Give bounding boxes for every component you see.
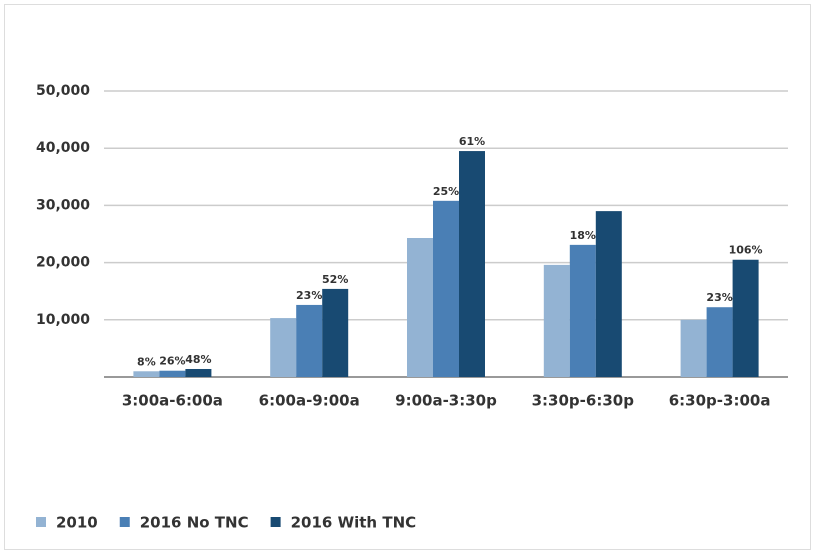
- y-tick-label: 50,000: [36, 83, 90, 99]
- y-tick-label: 30,000: [36, 197, 90, 213]
- y-tick-label: 10,000: [36, 312, 90, 328]
- bar-annotation: 26%: [159, 355, 185, 368]
- bar: [569, 244, 596, 377]
- bar: [433, 200, 459, 377]
- bar: [296, 304, 323, 377]
- y-tick-label: 20,000: [36, 255, 90, 271]
- bar: [680, 319, 707, 377]
- bar: [185, 368, 212, 377]
- legend-swatch: [36, 517, 46, 527]
- bar-annotation: 52%: [322, 273, 348, 286]
- bar-annotation: 106%: [729, 244, 763, 257]
- x-tick-label: 3:30p-6:30p: [532, 392, 635, 410]
- y-tick-label: 40,000: [36, 140, 90, 156]
- x-tick-label: 6:00a-9:00a: [259, 392, 360, 410]
- legend-label: 2010: [56, 514, 98, 532]
- frame: [4, 4, 811, 550]
- legend-swatch: [119, 517, 130, 527]
- bar: [459, 151, 485, 377]
- bar-annotation: 8%: [137, 355, 156, 368]
- bar-annotation: 23%: [296, 289, 322, 302]
- bar: [270, 318, 297, 377]
- x-tick-label: 9:00a-3:30p: [395, 392, 497, 410]
- bar: [595, 211, 622, 377]
- bar: [322, 288, 349, 377]
- legend-label: 2016 No TNC: [140, 514, 249, 532]
- bar: [159, 370, 186, 377]
- bar-annotation: 61%: [459, 135, 485, 148]
- legend-label: 2016 With TNC: [291, 514, 417, 532]
- bar-annotation: 18%: [570, 229, 596, 242]
- bar-annotation: 23%: [706, 291, 732, 304]
- legend-swatch: [270, 517, 281, 527]
- bar: [732, 259, 759, 377]
- x-tick-label: 6:30p-3:00a: [669, 392, 771, 410]
- bar: [133, 371, 160, 377]
- bar: [706, 307, 733, 377]
- bar: [407, 238, 433, 377]
- x-tick-label: 3:00a-6:00a: [122, 392, 223, 410]
- bar-annotation: 48%: [185, 353, 211, 366]
- bar-annotation: 25%: [433, 185, 459, 198]
- bar: [543, 264, 570, 377]
